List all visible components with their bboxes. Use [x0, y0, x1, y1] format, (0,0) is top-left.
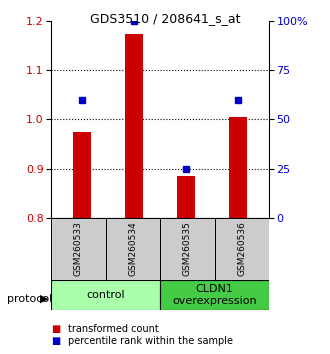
- Text: transformed count: transformed count: [68, 324, 158, 333]
- Text: ■: ■: [51, 336, 60, 346]
- Bar: [51, 280, 160, 310]
- Text: GSM260535: GSM260535: [183, 221, 192, 276]
- Text: ■: ■: [51, 324, 60, 333]
- Bar: [229, 117, 247, 218]
- Bar: [177, 176, 195, 218]
- Text: ▶: ▶: [40, 294, 49, 304]
- Text: GSM260533: GSM260533: [74, 221, 83, 276]
- Text: GSM260534: GSM260534: [128, 221, 137, 276]
- Text: CLDN1
overexpression: CLDN1 overexpression: [172, 284, 257, 306]
- Text: protocol: protocol: [7, 294, 52, 304]
- Bar: [160, 280, 269, 310]
- Text: percentile rank within the sample: percentile rank within the sample: [68, 336, 233, 346]
- Bar: [125, 34, 143, 218]
- Bar: [106, 218, 160, 280]
- Bar: [214, 218, 269, 280]
- Text: GSM260536: GSM260536: [237, 221, 246, 276]
- Bar: [51, 218, 106, 280]
- Text: control: control: [86, 290, 125, 300]
- Text: GDS3510 / 208641_s_at: GDS3510 / 208641_s_at: [90, 12, 240, 25]
- Bar: [73, 132, 91, 218]
- Bar: [160, 218, 214, 280]
